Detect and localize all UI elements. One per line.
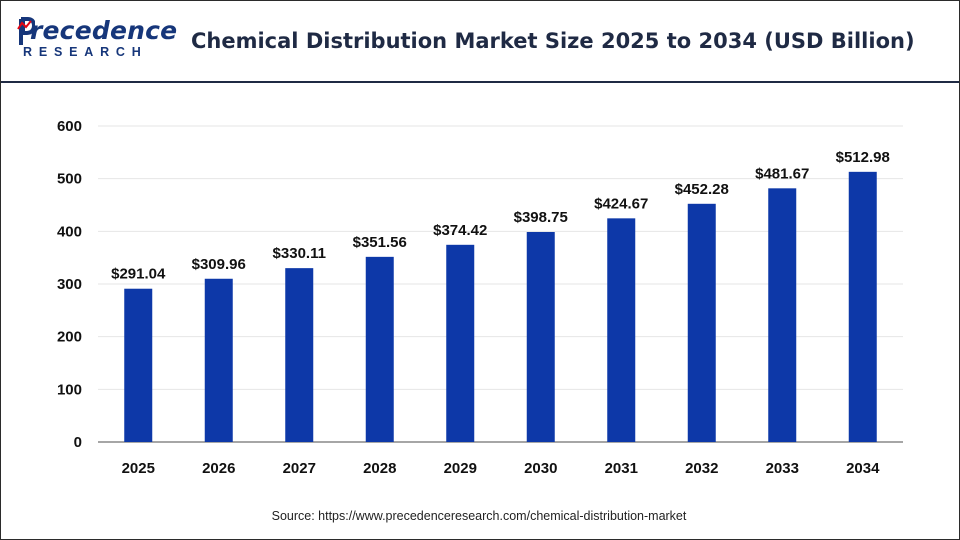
x-tick-label: 2026 [202, 460, 235, 477]
y-tick-label: 300 [57, 276, 82, 293]
y-tick-label: 400 [57, 223, 82, 240]
x-tick-label: 2031 [605, 460, 638, 477]
y-tick-label: 0 [74, 434, 82, 451]
y-tick-label: 600 [57, 118, 82, 135]
x-tick-label: 2029 [444, 460, 477, 477]
header: recedence RESEARCH Chemical Distribution… [1, 1, 959, 81]
data-label: $481.67 [755, 165, 809, 182]
data-label: $374.42 [433, 222, 487, 239]
bar [285, 268, 314, 442]
logo-wordmark: recedence [30, 16, 178, 45]
bar [124, 288, 153, 442]
x-tick-label: 2030 [524, 460, 557, 477]
x-tick-label: 2032 [685, 460, 718, 477]
bar [365, 256, 394, 442]
x-tick-label: 2027 [283, 460, 316, 477]
y-tick-label: 100 [57, 381, 82, 398]
bar [768, 188, 797, 442]
data-label: $512.98 [836, 149, 890, 166]
x-tick-label: 2028 [363, 460, 396, 477]
data-label: $398.75 [514, 209, 568, 226]
y-tick-label: 500 [57, 171, 82, 188]
source-note: Source: https://www.precedenceresearch.c… [271, 509, 687, 523]
header-divider [1, 81, 959, 83]
data-label: $309.96 [192, 256, 246, 273]
brand-logo: recedence RESEARCH [17, 15, 177, 67]
bar [526, 231, 555, 442]
bar [607, 218, 636, 442]
data-label: $291.04 [111, 266, 166, 283]
chart-title: Chemical Distribution Market Size 2025 t… [191, 29, 915, 53]
bar [687, 203, 716, 442]
x-tick-label: 2025 [122, 460, 155, 477]
logo-p-icon [17, 17, 35, 45]
logo-subtitle: RESEARCH [23, 45, 148, 59]
y-tick-label: 200 [57, 329, 82, 346]
data-label: $351.56 [353, 234, 407, 251]
bar [446, 244, 475, 442]
bar [848, 171, 877, 442]
data-label: $330.11 [273, 245, 326, 262]
data-label: $452.28 [675, 181, 729, 198]
bar [204, 278, 233, 442]
x-tick-label: 2034 [846, 460, 880, 477]
data-label: $424.67 [594, 195, 648, 212]
bar-chart: 0 100 200 300 400 500 600 $291.04 2025 $309.96 202… [57, 118, 903, 477]
x-tick-label: 2033 [766, 460, 799, 477]
